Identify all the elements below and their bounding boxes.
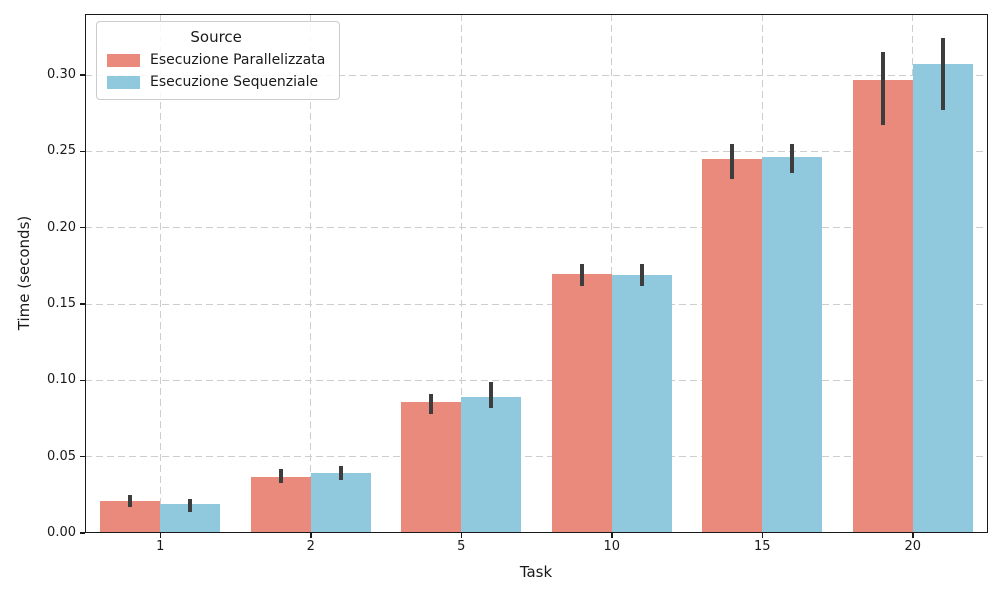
gridline-horizontal — [85, 150, 988, 152]
bar-sequenziale — [611, 275, 672, 533]
y-tick-mark — [80, 303, 85, 305]
legend-item-sequenziale: Esecuzione Sequenziale — [107, 74, 325, 90]
gridline-horizontal — [85, 74, 988, 76]
gridline-horizontal — [85, 227, 988, 229]
bar-sequenziale — [310, 473, 371, 533]
error-bar — [730, 143, 735, 179]
legend-label-sequenziale: Esecuzione Sequenziale — [150, 74, 319, 90]
y-tick-mark — [80, 532, 85, 534]
legend-swatch-parallelizzata-icon — [107, 53, 140, 67]
bar-sequenziale — [762, 157, 823, 533]
x-tick-mark — [159, 533, 161, 538]
x-tick-mark — [912, 533, 914, 538]
y-tick-mark — [80, 74, 85, 76]
gridline-vertical — [611, 14, 613, 533]
error-bar — [128, 494, 133, 508]
error-bar — [278, 468, 283, 483]
error-bar — [639, 264, 644, 286]
x-tick-label: 20 — [904, 539, 922, 554]
x-tick-label: 5 — [457, 539, 466, 554]
error-bar — [790, 143, 795, 173]
error-bar — [489, 381, 494, 408]
legend-title: Source — [190, 28, 242, 46]
bar-parallelizzata — [551, 273, 612, 533]
bar-parallelizzata — [702, 159, 763, 533]
y-tick-label: 0.20 — [47, 219, 76, 235]
y-tick-label: 0.30 — [47, 67, 76, 83]
y-tick-label: 0.00 — [47, 525, 76, 540]
gridline-vertical — [460, 14, 462, 533]
error-bar — [338, 465, 343, 480]
bar-parallelizzata — [401, 401, 462, 533]
error-bar — [429, 394, 434, 414]
gridline-horizontal — [85, 456, 988, 458]
bar-sequenziale — [912, 64, 973, 533]
legend-item-parallelizzata: Esecuzione Parallelizzata — [107, 52, 325, 68]
y-tick-mark — [80, 379, 85, 382]
y-tick-label: 0.15 — [47, 296, 76, 312]
x-tick-mark — [611, 533, 613, 538]
y-tick-label: 0.05 — [47, 448, 76, 464]
y-tick-mark — [80, 226, 85, 229]
x-tick-mark — [310, 533, 312, 538]
y-tick-label: 0.25 — [47, 143, 76, 159]
x-tick-mark — [761, 533, 763, 538]
gridline-vertical — [159, 14, 161, 533]
error-bar — [579, 264, 584, 286]
y-tick-label: 0.10 — [47, 372, 76, 388]
gridline-vertical — [310, 14, 312, 533]
x-axis-title: Task — [519, 563, 553, 581]
x-tick-label: 2 — [306, 539, 315, 554]
x-tick-label: 15 — [753, 539, 771, 554]
error-bar — [880, 52, 885, 126]
y-tick-mark — [80, 150, 85, 153]
legend-label-parallelizzata: Esecuzione Parallelizzata — [150, 52, 326, 68]
bar-parallelizzata — [250, 476, 311, 533]
bar-sequenziale — [461, 397, 522, 533]
x-tick-label: 10 — [603, 539, 621, 554]
y-tick-mark — [80, 455, 85, 458]
error-bar — [188, 499, 193, 512]
legend-swatch-sequenziale-icon — [107, 75, 140, 89]
gridline-horizontal — [85, 303, 988, 305]
bar-parallelizzata — [852, 79, 913, 533]
x-tick-mark — [460, 533, 462, 538]
gridline-horizontal — [85, 379, 988, 381]
x-tick-label: 1 — [156, 539, 165, 554]
error-bar — [940, 38, 945, 111]
legend: Source Esecuzione Parallelizzata Esecuzi… — [96, 21, 341, 100]
